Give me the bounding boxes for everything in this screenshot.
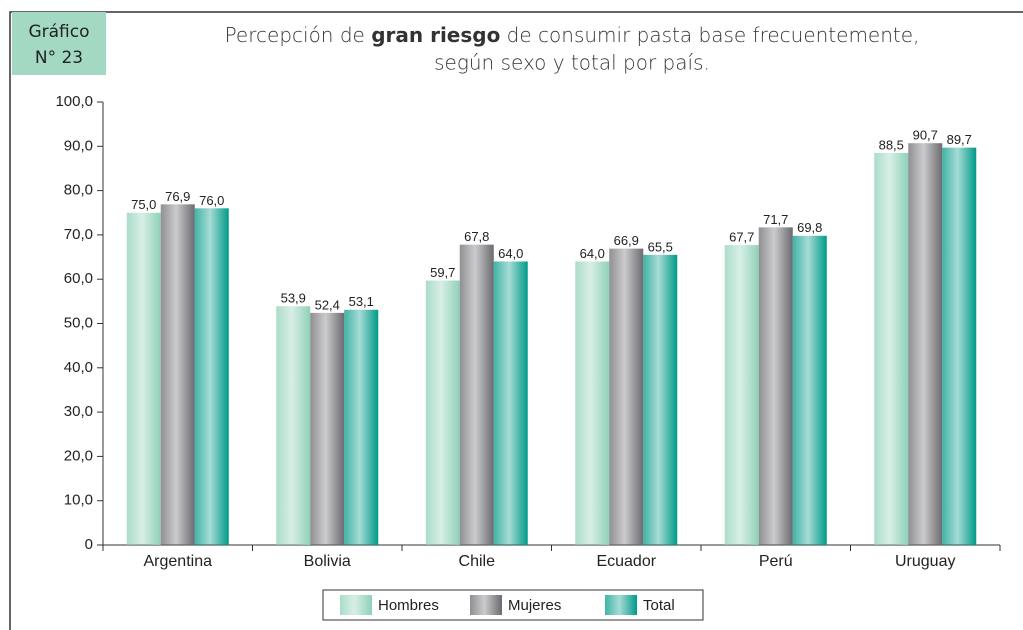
badge [12,12,106,75]
y-tick-label: 80,0 [64,182,93,199]
value-label: 53,9 [281,291,306,306]
value-label: 53,1 [349,294,374,309]
value-label: 88,5 [879,137,904,152]
frame [9,11,1023,630]
value-label: 64,0 [580,246,605,261]
bar [758,227,793,545]
value-label: 67,7 [729,230,754,245]
x-tick-label: Uruguay [895,553,955,570]
bar [643,254,678,545]
legend [322,589,704,621]
badge-line: Gráfico [28,22,89,42]
bar [609,248,644,545]
title-part: gran riesgo [371,23,500,47]
bar [575,261,610,545]
legend-swatch [340,595,372,615]
badge-line: N° 23 [35,48,83,68]
bar [160,204,195,545]
legend-swatch [605,595,637,615]
bar [874,152,909,545]
bar [792,235,827,545]
value-label: 64,0 [498,246,523,261]
bar [724,245,759,546]
y-tick-label: 10,0 [64,492,93,509]
x-tick-label: Ecuador [596,553,656,570]
value-label: 66,9 [614,233,639,248]
value-label: 75,0 [131,197,156,212]
value-label: 69,8 [797,220,822,235]
bar [493,261,528,545]
value-label: 67,8 [464,229,489,244]
value-label: 76,9 [165,189,190,204]
y-tick-label: 90,0 [64,137,93,154]
chart-title: según sexo y total por país. [434,51,710,75]
x-tick-label: Bolivia [304,553,351,570]
value-label: 65,5 [648,239,673,254]
y-tick-label: 60,0 [64,270,93,287]
title-part: Percepción de [225,23,372,47]
bar [459,244,494,545]
value-label: 59,7 [430,265,455,280]
bar [310,312,345,545]
bar [425,280,460,545]
x-tick-label: Perú [759,553,793,570]
value-label: 89,7 [947,132,972,147]
x-tick-label: Argentina [144,553,213,570]
bar [276,306,311,545]
y-tick-label: 70,0 [64,226,93,243]
bar [344,309,379,545]
y-tick-label: 40,0 [64,359,93,376]
bar [942,147,977,545]
y-tick-label: 0 [85,536,93,553]
legend-label: Hombres [378,597,439,614]
title-part: de consumir pasta base frecuentemente, [500,23,919,47]
legend-swatch [470,595,502,615]
legend-label: Mujeres [508,597,561,614]
legend-label: Total [643,597,675,614]
y-tick-label: 50,0 [64,314,93,331]
bar [126,212,161,545]
value-label: 76,0 [199,193,224,208]
y-tick-label: 100,0 [55,93,93,110]
y-tick-label: 20,0 [64,447,93,464]
x-tick-label: Chile [459,553,496,570]
chart-title: Percepción de gran riesgo de consumir pa… [225,23,920,47]
bar [908,143,943,545]
y-tick-label: 30,0 [64,403,93,420]
bar [194,208,229,545]
value-label: 71,7 [763,212,788,227]
value-label: 52,4 [315,297,340,312]
value-label: 90,7 [913,128,938,143]
